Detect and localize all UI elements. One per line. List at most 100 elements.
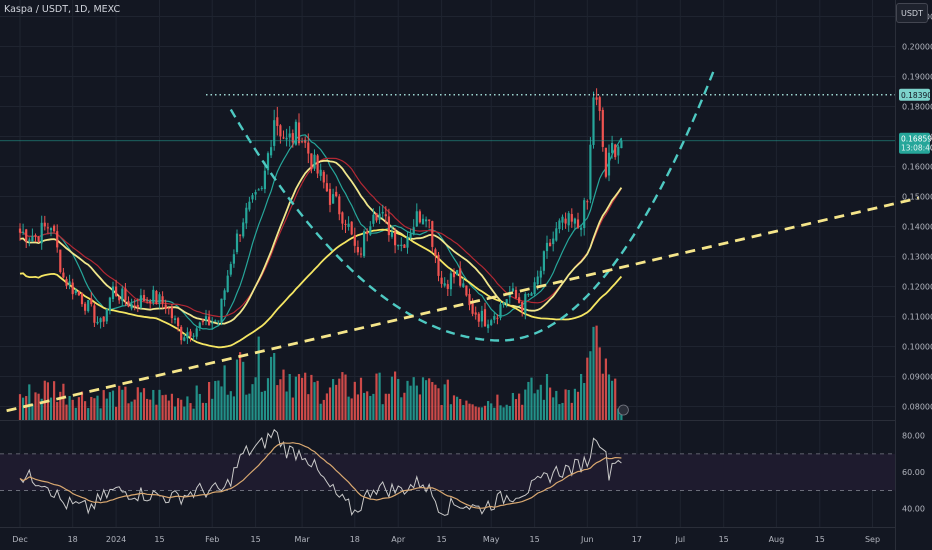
volume-bar [508,405,511,420]
candle [214,319,217,323]
candle [118,295,121,304]
candle [232,249,235,268]
candle [223,288,226,307]
volume-bar [294,376,297,420]
volume-bar [208,381,211,420]
volume-bar [242,361,245,420]
candle [158,292,161,309]
candle [452,268,456,284]
volume-bar [301,377,304,420]
volume-bar [232,396,235,420]
candle [80,292,84,307]
candle [474,306,477,320]
volume-bar [387,393,390,420]
candle [390,225,394,239]
volume-bar [443,384,446,420]
candle [576,212,580,229]
candle [583,197,586,236]
candle [22,223,25,236]
volume-bar [80,391,84,420]
candle [325,174,328,193]
candle [201,318,204,326]
volume-bar [381,404,384,420]
volume-bar [229,391,232,420]
rsi-tick-label: 60.00 [902,468,925,477]
candle [164,299,167,314]
price-tick-label: 0.140000 [902,223,932,232]
candle [418,209,421,224]
volume-bar [552,397,555,420]
volume-bar [490,403,493,420]
volume-bar [356,394,359,420]
volume-bar [214,380,217,420]
candle [146,297,149,304]
candle [366,228,369,242]
candle [561,214,564,231]
volume-bar [257,336,260,420]
volume-bar [319,403,322,420]
volume-bar [617,408,620,420]
candle [462,277,465,288]
volume-bar [263,390,266,420]
volume-bar [158,389,161,420]
volume-bar [397,378,400,420]
volume-bar [285,391,288,420]
candle [505,299,508,308]
volume-bar [56,401,59,420]
candle [282,130,285,140]
volume-bar [480,407,483,420]
candle [328,183,332,213]
candle [18,223,22,241]
time-tick-label: Dec [12,535,27,544]
volume-bar [576,391,580,420]
candle [477,311,480,327]
volume-bar [133,399,136,420]
candle [607,144,611,182]
candle [235,229,239,255]
candle [229,261,232,277]
candle [322,170,325,189]
currency-selector[interactable]: USDT [896,3,928,23]
candle [545,235,549,259]
volume-bar [449,404,452,420]
candle [133,299,136,311]
volume-bar [415,385,418,420]
candle [84,301,87,315]
candle [260,185,263,191]
volume-bar [344,374,347,420]
volume-bar [37,393,40,420]
volume-bar [533,393,536,420]
candle [483,302,487,327]
flash-icon [618,404,629,416]
candle [338,194,341,221]
candle [307,133,310,164]
volume-bar [288,373,291,420]
volume-bar [96,395,99,420]
volume-bar [322,399,325,420]
volume-bar [260,391,263,420]
volume-bar [62,383,65,420]
volume-bar [493,407,496,420]
candle [273,109,276,151]
candle [62,267,65,279]
time-tick-label: 15 [530,535,540,544]
volume-bar [425,380,428,420]
candle [121,285,124,307]
volume-bar [403,392,406,420]
volume-bar [372,393,375,420]
candle [37,235,40,243]
rsi-band [0,453,895,491]
volume-bar [496,394,499,420]
volume-bar [555,390,558,420]
time-tick-label: 15 [719,535,729,544]
volume-bar [341,372,344,420]
candle [139,288,142,309]
candle [77,290,80,297]
candle [480,305,483,328]
time-tick-label: 18 [68,535,78,544]
candle [443,277,446,288]
volume-bar [350,398,353,420]
volume-bar [567,389,570,420]
time-tick-label: Aug [769,535,785,544]
